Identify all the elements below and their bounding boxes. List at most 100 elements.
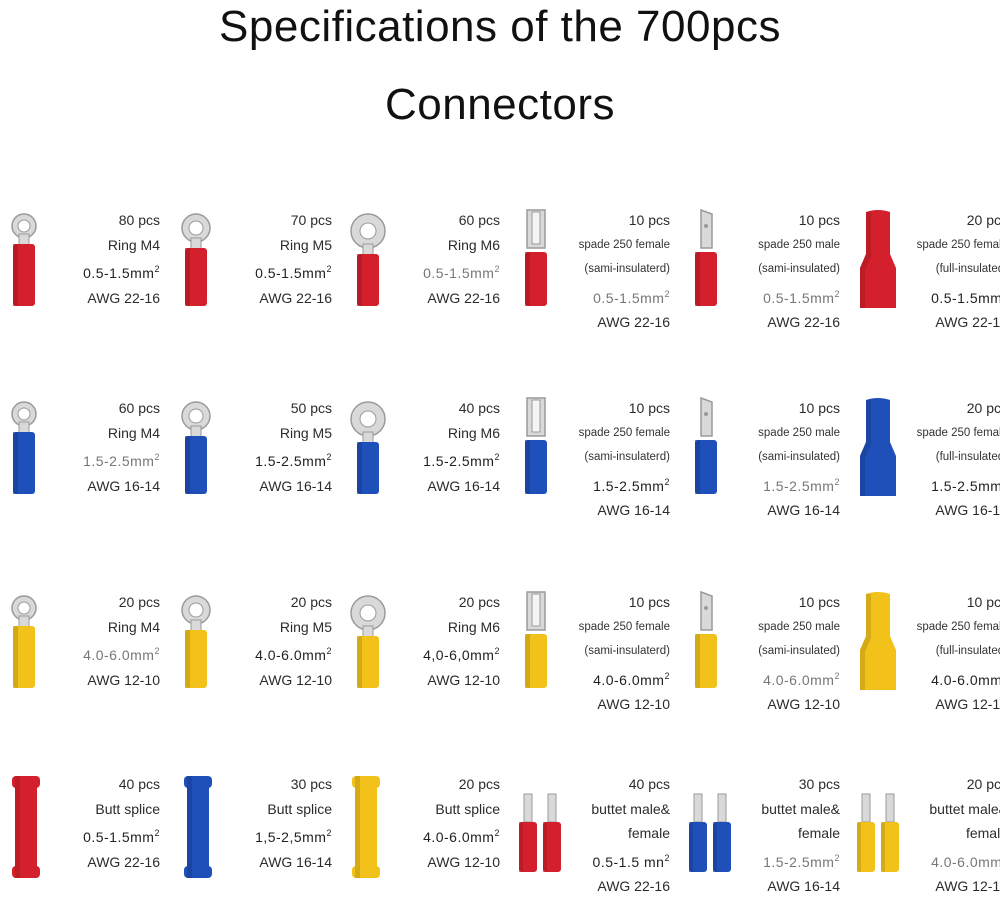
awg-label: AWG 22-16 (767, 314, 840, 330)
female-connector-icon (514, 396, 570, 521)
connector-name: Ring M5 (279, 618, 332, 635)
quantity-label: 30 pcs (290, 776, 332, 792)
connector-name: spade 250 female (916, 238, 1000, 251)
connector-item: 30 pcs Butt splice 1,5-2,5mm2 AWG 16-14 (176, 772, 336, 897)
connector-name: Butt splice (267, 800, 332, 817)
connector-item: 20 pcs spade 250 female (full-insulated) 1.… (852, 396, 1000, 521)
connector-note: female (797, 825, 840, 841)
connector-spec-text: 20 pcs buttet male&female 4.0-6.0mm2 AWG 12… (878, 772, 1000, 899)
wire-size-label: 1.5-2.5mm2 (30, 445, 160, 474)
connector-item: 60 pcs Ring M6 0.5-1.5mm2 AWG 22-16 (344, 208, 504, 333)
awg-label: AWG 22-16 (597, 314, 670, 330)
connector-name: spade 250 female (916, 620, 1000, 633)
wire-size-label: 0.5-1.5mm2 (370, 257, 500, 286)
wire-size-label: 4.0-6.0mm2 (710, 664, 840, 693)
connector-note: (sami-insulated) (758, 645, 840, 657)
quantity-label: 10 pcs (628, 594, 670, 610)
wire-size-label: 4,0-6,0mm2 (370, 639, 500, 668)
full-connector-icon (852, 590, 908, 715)
connector-name: spade 250 male (758, 620, 840, 633)
connector-spec-text: 40 pcs buttet male& female 0.5-1.5 mn2 AWG 2… (540, 772, 670, 899)
awg-label: AWG 12-10 (767, 696, 840, 712)
connector-name: spade 250 male (758, 238, 840, 251)
wire-size-superscript: 2 (494, 646, 500, 656)
quantity-label: 70 pcs (290, 212, 332, 228)
ring-connector-icon (344, 590, 400, 715)
connector-name: Ring M4 (107, 424, 160, 441)
wire-size-value: 0.5-1.5mm (255, 265, 327, 281)
connector-note: female (965, 825, 1000, 841)
connector-item: 20 pcs Ring M4 4.0-6.0mm2 AWG 12-10 (4, 590, 164, 715)
wire-size-label: 0.5-1.5mm2 (202, 257, 332, 286)
connector-name: buttet male& (929, 800, 1000, 817)
wire-size-value: 1.5-2.5mm (763, 477, 835, 494)
wire-size-value: 0.5-1.5mm (83, 829, 155, 845)
connector-name: spade 250 female (578, 426, 670, 439)
connector-note: (full-insulated) (935, 263, 1000, 275)
ring-connector-icon (176, 396, 232, 521)
wire-size-superscript: 2 (834, 288, 840, 299)
awg-label: AWG 16-14 (935, 502, 1000, 518)
connector-name: spade 250 male (758, 426, 840, 439)
wire-size-superscript: 2 (326, 452, 332, 462)
connector-item: 10 pcs spade 250 male (sami-insulated) 1.5-… (684, 396, 844, 521)
wire-size-label: 0.5-1.5mm2 (30, 821, 160, 850)
quantity-label: 10 pcs (628, 212, 670, 228)
wire-size-superscript: 2 (494, 264, 500, 274)
connector-item: 80 pcs Ring M4 0.5-1.5mm2 AWG 22-16 (4, 208, 164, 333)
connector-name: Ring M5 (279, 236, 332, 253)
wire-size-value: 1,5-2,5mm (255, 829, 327, 845)
wire-size-label: 4.0-6.0mm2 (202, 639, 332, 668)
wire-size-superscript: 2 (154, 264, 160, 274)
pair-connector-icon (852, 772, 908, 897)
quantity-label: 40 pcs (458, 400, 500, 416)
quantity-label: 10 pcs (798, 594, 840, 610)
awg-label: AWG 22-16 (597, 878, 670, 894)
ring-connector-icon (176, 590, 232, 715)
wire-size-value: 4.0-6.0mm (931, 853, 1000, 870)
connector-note: female (627, 825, 670, 841)
wire-size-value: 0.5-1.5mm (423, 265, 495, 281)
wire-size-superscript: 2 (494, 452, 500, 462)
awg-label: AWG 16-14 (259, 477, 332, 494)
quantity-label: 20 pcs (118, 594, 160, 610)
connector-name: Butt splice (435, 800, 500, 817)
wire-size-value: 1.5-2.5mm (931, 477, 1000, 494)
connector-spec-text: 50 pcs Ring M5 1.5-2.5mm2 AWG 16-14 (202, 396, 332, 498)
wire-size-value: 4.0-6.0mm (763, 671, 835, 688)
quantity-label: 60 pcs (118, 400, 160, 416)
ring-connector-icon (344, 208, 400, 333)
connector-name: Butt splice (95, 800, 160, 817)
quantity-label: 10 pcs (798, 212, 840, 228)
wire-size-label: 0.5-1.5mm2 (710, 282, 840, 311)
connector-spec-text: 10 pcs spade 250 female (sami-insulaterd) 4… (540, 590, 670, 717)
connector-note: (sami-insulaterd) (584, 263, 670, 275)
wire-size-superscript: 2 (664, 852, 670, 863)
wire-size-superscript: 2 (154, 828, 160, 838)
awg-label: AWG 12-10 (87, 671, 160, 688)
wire-size-superscript: 2 (664, 288, 670, 299)
awg-label: AWG 12-10 (935, 878, 1000, 894)
connector-name: Ring M4 (107, 618, 160, 635)
wire-size-value: 0.5-1.5mm (931, 289, 1000, 306)
wire-size-superscript: 2 (664, 670, 670, 681)
connector-item: 10 pcs spade 250 female (full-insulated) 4.… (852, 590, 1000, 715)
connector-spec-text: 10 pcs spade 250 female (full-insulated) 4.… (878, 590, 1000, 717)
awg-label: AWG 12-10 (935, 696, 1000, 712)
connector-spec-text: 10 pcs spade 250 male (sami-insulated) 0.5-… (710, 208, 840, 335)
wire-size-label: 0.5-1.5mm2 (878, 282, 1000, 311)
wire-size-label: 4.0-6.0mm2 (540, 664, 670, 693)
wire-size-label: 1.5-2.5mm2 (370, 445, 500, 474)
quantity-label: 10 pcs (798, 400, 840, 416)
butt-connector-icon (344, 772, 400, 897)
awg-label: AWG 12-10 (427, 853, 500, 870)
connector-item: 10 pcs spade 250 female (sami-insulaterd) 4… (514, 590, 674, 715)
connector-spec-text: 30 pcs Butt splice 1,5-2,5mm2 AWG 16-14 (202, 772, 332, 874)
wire-size-label: 0.5-1.5 mn2 (540, 846, 670, 875)
wire-size-value: 0.5-1.5mm (593, 289, 665, 306)
wire-size-superscript: 2 (664, 476, 670, 487)
connector-spec-text: 10 pcs spade 250 female (sami-insulaterd) 0… (540, 208, 670, 335)
connector-item: 10 pcs spade 250 male (sami-insulated) 0.5-… (684, 208, 844, 333)
wire-size-value: 0.5-1.5mm (763, 289, 835, 306)
awg-label: AWG 22-16 (427, 289, 500, 306)
